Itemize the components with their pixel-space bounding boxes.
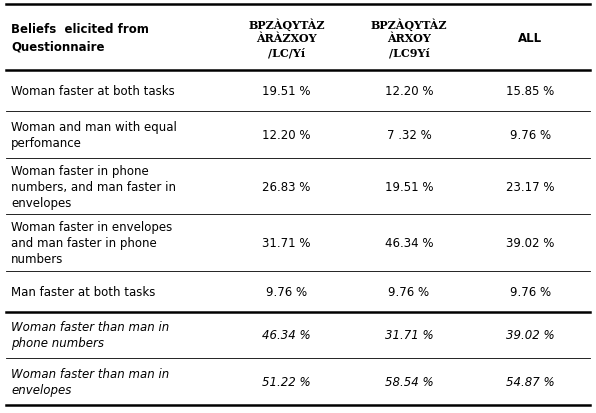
Text: 31.71 %: 31.71 %: [262, 236, 311, 249]
Text: 7 .32 %: 7 .32 %: [387, 128, 432, 142]
Text: BPZÀQYTÀZ
ÀRÀZXOY
/LC/Yí: BPZÀQYTÀZ ÀRÀZXOY /LC/Yí: [248, 18, 325, 58]
Text: Woman faster at both tasks: Woman faster at both tasks: [11, 85, 175, 98]
Text: ALL: ALL: [518, 31, 542, 45]
Text: Man faster at both tasks: Man faster at both tasks: [11, 285, 156, 298]
Text: 26.83 %: 26.83 %: [262, 180, 311, 193]
Text: 9.76 %: 9.76 %: [510, 285, 551, 298]
Text: 23.17 %: 23.17 %: [506, 180, 554, 193]
Text: 46.34 %: 46.34 %: [384, 236, 433, 249]
Text: 9.76 %: 9.76 %: [389, 285, 430, 298]
Text: Woman faster than man in
envelopes: Woman faster than man in envelopes: [11, 367, 169, 396]
Text: Woman faster than man in
phone numbers: Woman faster than man in phone numbers: [11, 320, 169, 349]
Text: 54.87 %: 54.87 %: [506, 375, 554, 388]
Text: 9.76 %: 9.76 %: [266, 285, 307, 298]
Text: 19.51 %: 19.51 %: [262, 85, 311, 98]
Text: 9.76 %: 9.76 %: [510, 128, 551, 142]
Text: Woman faster in envelopes
and man faster in phone
numbers: Woman faster in envelopes and man faster…: [11, 221, 172, 265]
Text: Beliefs  elicited from
Questionnaire: Beliefs elicited from Questionnaire: [11, 23, 149, 53]
Text: 39.02 %: 39.02 %: [506, 329, 554, 342]
Text: BPZÀQYTÀZ
ÀRXOY
/LC9Yí: BPZÀQYTÀZ ÀRXOY /LC9Yí: [371, 18, 447, 58]
Text: 51.22 %: 51.22 %: [262, 375, 311, 388]
Text: 19.51 %: 19.51 %: [384, 180, 433, 193]
Text: 15.85 %: 15.85 %: [506, 85, 554, 98]
Text: 12.20 %: 12.20 %: [384, 85, 433, 98]
Text: Woman and man with equal
perfomance: Woman and man with equal perfomance: [11, 121, 177, 150]
Text: 31.71 %: 31.71 %: [384, 329, 433, 342]
Text: 39.02 %: 39.02 %: [506, 236, 554, 249]
Text: 58.54 %: 58.54 %: [384, 375, 433, 388]
Text: Woman faster in phone
numbers, and man faster in
envelopes: Woman faster in phone numbers, and man f…: [11, 164, 176, 209]
Text: 46.34 %: 46.34 %: [262, 329, 311, 342]
Text: 12.20 %: 12.20 %: [262, 128, 311, 142]
